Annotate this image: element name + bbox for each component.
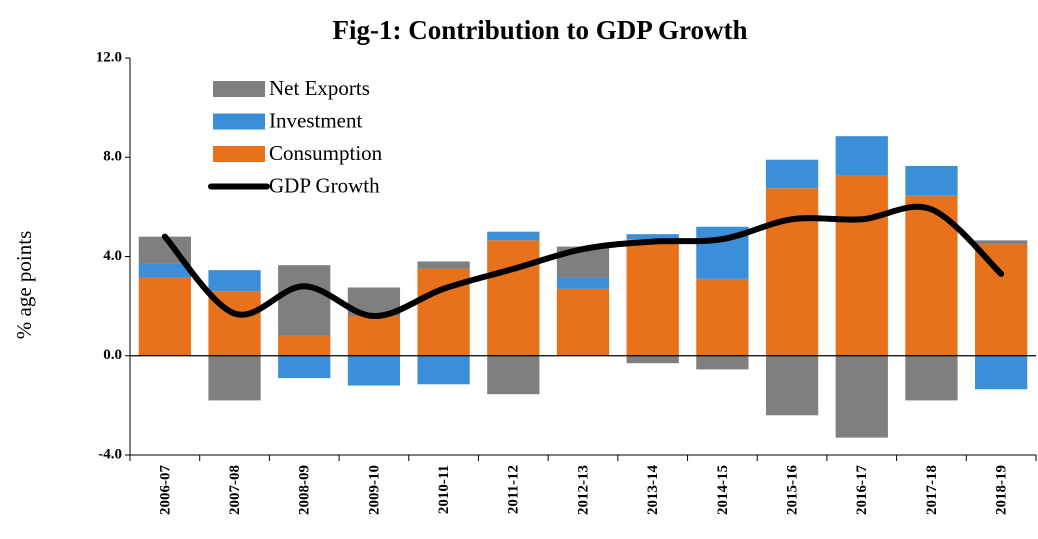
x-tick-label: 2018-19: [994, 465, 1010, 515]
bar-segment: [975, 244, 1028, 356]
bar-segment: [138, 277, 191, 356]
chart-title: Fig-1: Contribution to GDP Growth: [332, 15, 747, 45]
bar-segment: [487, 355, 540, 395]
bar-segment: [208, 270, 261, 292]
bar-segment: [835, 136, 888, 176]
x-tick-label: 2008-09: [297, 465, 313, 515]
x-tick-label: 2014-15: [715, 465, 731, 515]
bar-segment: [556, 288, 610, 356]
bar-segment: [626, 234, 679, 240]
bar-segment: [278, 335, 331, 356]
bar-segment: [905, 165, 958, 196]
legend-label: Investment: [269, 108, 362, 132]
x-tick-label: 2009-10: [366, 465, 382, 515]
bar-segment: [696, 355, 749, 370]
bar-segment: [208, 355, 261, 401]
bar-segment: [765, 355, 819, 416]
bar-segment: [347, 355, 401, 386]
y-axis-label: % age points: [12, 231, 36, 339]
legend-label: GDP Growth: [269, 173, 380, 197]
bar-segment: [626, 355, 679, 364]
bar-segment: [417, 355, 470, 385]
bar-segment: [835, 175, 888, 356]
line-series: [161, 203, 1005, 320]
legend-label: Net Exports: [269, 76, 370, 100]
y-tick-label: 4.0: [103, 248, 122, 264]
y-tick-label: 0.0: [103, 347, 122, 363]
bar-segment: [905, 355, 958, 401]
bar-segment: [138, 263, 191, 278]
legend-swatch: [213, 146, 265, 162]
bar-segment: [696, 278, 749, 356]
bar-segment: [765, 188, 819, 356]
bar-segment: [626, 239, 679, 356]
x-tick-label: 2006-07: [157, 465, 173, 515]
bar-segment: [487, 240, 540, 356]
bar-segment: [975, 240, 1028, 245]
bar-segment: [278, 355, 331, 379]
bar-segment: [765, 159, 819, 189]
y-tick-label: 8.0: [103, 149, 122, 165]
x-tick-label: 2016-17: [854, 465, 870, 515]
x-tick-label: 2010-11: [436, 465, 452, 514]
y-tick-label: -4.0: [98, 446, 122, 462]
bar-segment: [278, 265, 331, 336]
x-tick-label: 2012-13: [575, 465, 591, 515]
bar-segment: [975, 355, 1028, 390]
x-tick-label: 2013-14: [645, 465, 661, 515]
bar-segment: [417, 261, 470, 269]
legend-label: Consumption: [269, 141, 383, 165]
y-tick-label: 12.0: [96, 49, 122, 65]
bar-segment: [556, 277, 610, 289]
bar-segment: [835, 355, 888, 438]
legend-swatch: [213, 81, 265, 97]
legend-swatch: [213, 113, 265, 130]
x-tick-label: 2007-08: [227, 465, 243, 515]
x-tick-label: 2015-16: [785, 465, 801, 515]
bar-segment: [347, 316, 401, 356]
bar-segment: [487, 231, 540, 241]
x-tick-label: 2011-12: [506, 465, 522, 514]
x-tick-label: 2017-18: [924, 465, 940, 515]
